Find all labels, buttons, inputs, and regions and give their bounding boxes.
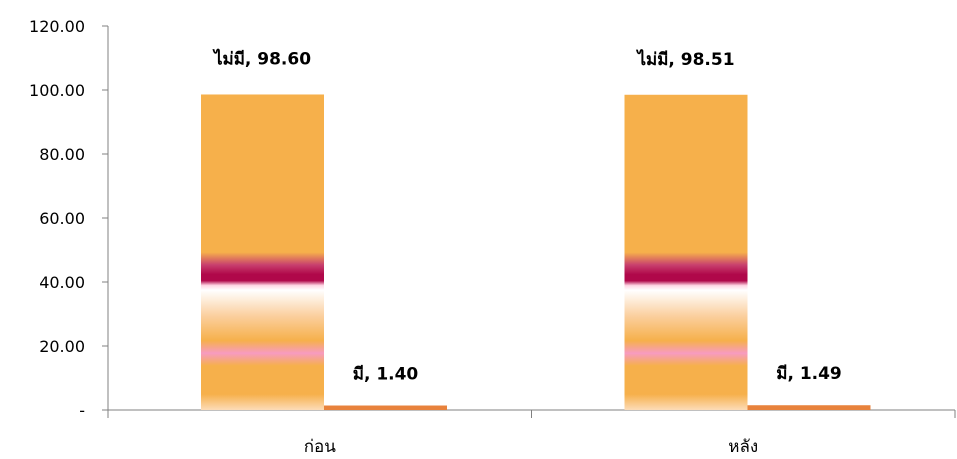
y-tick-label: 100.00 bbox=[29, 81, 85, 100]
x-tick-label: ก่อน bbox=[304, 437, 337, 457]
y-tick-label: 40.00 bbox=[39, 273, 85, 292]
y-tick-label: 80.00 bbox=[39, 145, 85, 164]
x-tick-label: หลัง bbox=[728, 437, 758, 457]
y-tick-label: 120.00 bbox=[29, 17, 85, 36]
bar-has-after bbox=[747, 405, 871, 410]
bar-none-after bbox=[624, 94, 748, 410]
data-label: ไม่มี, 98.51 bbox=[635, 49, 734, 70]
bar-has-before bbox=[324, 405, 447, 410]
y-tick-label: - bbox=[79, 401, 85, 420]
data-label: ไม่มี, 98.60 bbox=[212, 48, 311, 69]
data-label: มี, 1.40 bbox=[353, 364, 419, 385]
y-tick-label: 60.00 bbox=[39, 209, 85, 228]
bar-none-before bbox=[201, 94, 324, 410]
y-tick-label: 20.00 bbox=[39, 337, 85, 356]
data-label: มี, 1.49 bbox=[776, 363, 842, 384]
